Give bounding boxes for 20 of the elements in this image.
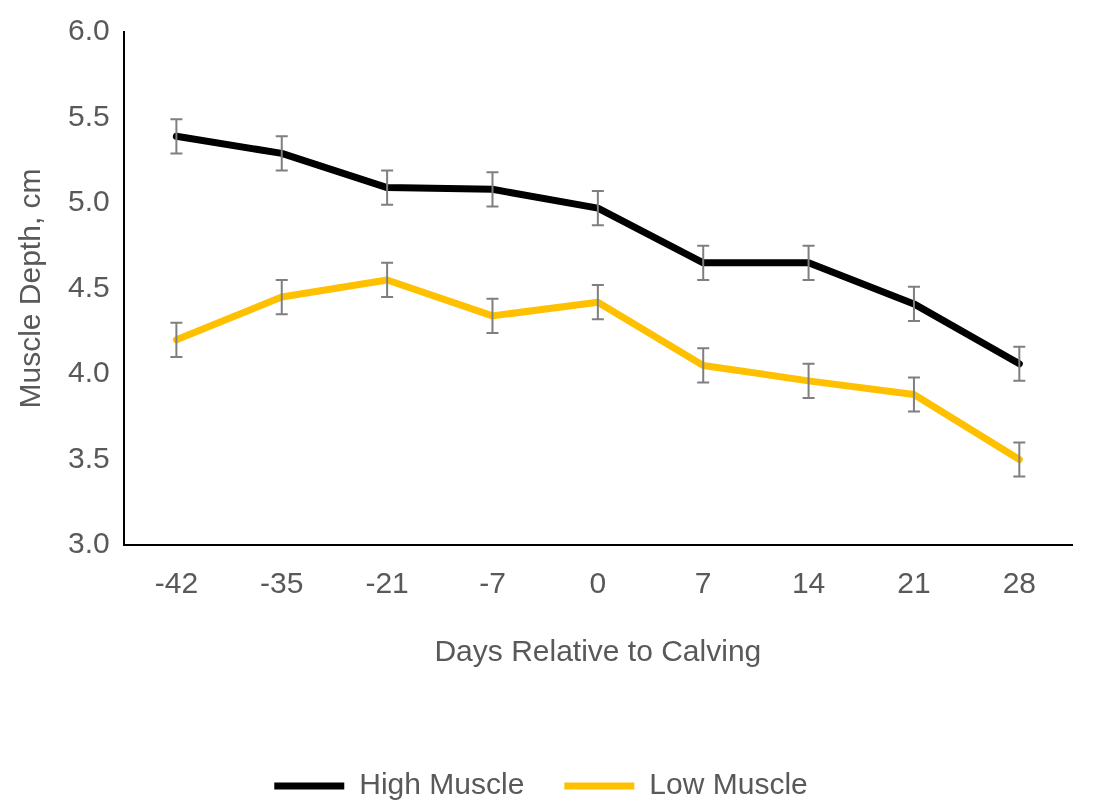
x-tick-label: -35 xyxy=(260,566,304,600)
y-axis-title: Muscle Depth, cm xyxy=(13,168,47,409)
x-tick-label: -42 xyxy=(154,566,199,600)
x-tick-label: -21 xyxy=(365,566,409,600)
y-tick-label: 5.0 xyxy=(67,184,110,218)
legend-label: High Muscle xyxy=(359,767,525,801)
x-axis-title: Days Relative to Calving xyxy=(434,634,762,668)
legend-label: Low Muscle xyxy=(649,767,808,801)
y-tick-label: 4.0 xyxy=(67,355,110,389)
x-tick-label: 21 xyxy=(897,566,931,600)
x-tick-label: 14 xyxy=(791,566,826,600)
y-tick-label: 3.0 xyxy=(67,526,110,560)
x-tick-label: 28 xyxy=(1002,566,1036,600)
y-tick-label: 6.0 xyxy=(67,13,110,47)
y-tick-label: 3.5 xyxy=(67,440,110,474)
x-tick-label: 0 xyxy=(589,566,607,600)
x-tick-label: 7 xyxy=(694,566,712,600)
x-tick-label: -7 xyxy=(479,566,506,600)
y-tick-label: 5.5 xyxy=(67,98,110,132)
y-tick-label: 4.5 xyxy=(67,269,110,303)
